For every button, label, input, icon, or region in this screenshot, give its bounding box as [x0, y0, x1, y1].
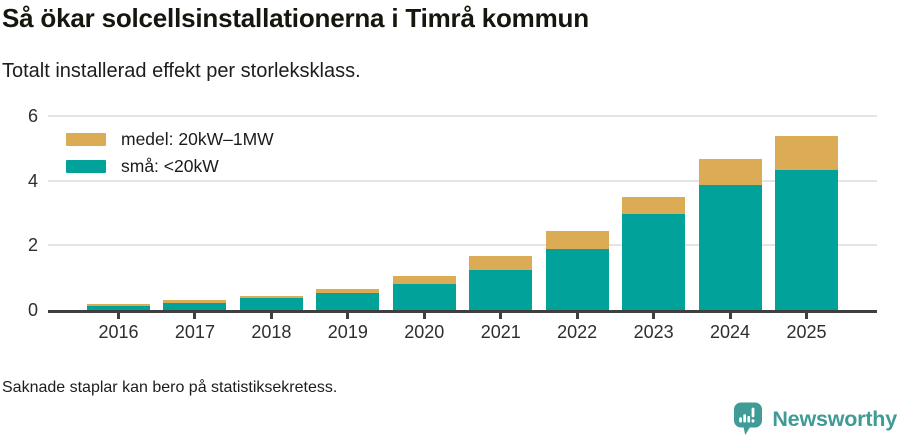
legend-item-medel: medel: 20kW–1MW — [66, 129, 274, 149]
legend-label-medel: medel: 20kW–1MW — [121, 129, 274, 149]
legend-label-sma: små: <20kW — [121, 156, 219, 176]
bar-segment-medel-2022 — [545, 230, 609, 249]
bar-segment-medel-2024 — [698, 159, 762, 186]
bar-segment-medel-2018 — [239, 296, 303, 299]
x-tick-mark — [575, 313, 579, 319]
x-tick-mark — [728, 313, 732, 319]
legend-item-sma: små: <20kW — [66, 156, 274, 176]
x-tick-mark — [422, 313, 426, 319]
x-tick-mark — [193, 313, 197, 319]
bar-segment-medel-2016 — [87, 304, 150, 306]
bar-segment-sma-2025 — [775, 170, 838, 310]
bar-segment-sma-2019 — [316, 293, 380, 310]
x-tick-mark — [117, 313, 120, 319]
y-tick-label: 2 — [27, 235, 38, 256]
x-tick-mark — [269, 313, 273, 319]
chart-subtitle: Totalt installerad effekt per storlekskl… — [2, 60, 361, 82]
x-axis-line — [48, 310, 877, 313]
x-tick-label-2018: 2018 — [251, 322, 292, 342]
y-axis: 0 2 4 6 — [0, 106, 38, 320]
newsworthy-logo: Newsworthy — [733, 401, 897, 437]
bar-segment-sma-2018 — [239, 298, 303, 310]
bar-segment-medel-2017 — [163, 300, 227, 303]
bar-segment-medel-2019 — [316, 288, 380, 294]
plot-area: medel: 20kW–1MW små: <20kW 2016 2017 2018 2… — [48, 115, 877, 342]
y-tick-label: 6 — [27, 106, 38, 126]
x-tick-label-2019: 2019 — [327, 322, 368, 342]
x-tick-label-2017: 2017 — [174, 322, 215, 342]
legend: medel: 20kW–1MW små: <20kW — [66, 129, 274, 176]
x-tick-label-2016: 2016 — [98, 322, 139, 342]
x-tick-label-2020: 2020 — [404, 322, 445, 342]
x-tick-label-2024: 2024 — [710, 322, 751, 342]
x-tick-mark — [499, 313, 503, 319]
bar-segment-sma-2021 — [469, 269, 533, 310]
bar-segment-sma-2017 — [163, 302, 227, 310]
gridline-2 — [48, 244, 877, 247]
bar-segment-sma-2020 — [392, 284, 456, 310]
legend-swatch-medel — [66, 133, 106, 146]
x-tick-mark — [346, 313, 350, 319]
bar-segment-sma-2024 — [698, 185, 762, 310]
bar-segment-medel-2025 — [775, 136, 838, 170]
bar-segment-sma-2016 — [87, 305, 150, 310]
bar-segment-medel-2021 — [469, 255, 533, 270]
y-tick-label: 0 — [27, 300, 38, 320]
newsworthy-wordmark: Newsworthy — [772, 406, 897, 431]
bar-segment-sma-2023 — [622, 213, 686, 310]
x-tick-label-2025: 2025 — [786, 322, 827, 342]
chart-title: Så ökar solcellsinstallationerna i Timrå… — [2, 3, 589, 33]
x-tick-label-2023: 2023 — [633, 322, 674, 342]
bar-segment-medel-2023 — [622, 197, 686, 214]
gridline-6 — [48, 115, 877, 117]
bar-segment-medel-2020 — [392, 275, 456, 285]
x-tick-label-2021: 2021 — [480, 322, 521, 342]
legend-swatch-sma — [66, 160, 106, 173]
x-tick-mark — [652, 313, 656, 319]
newsworthy-bubble-chart-icon — [734, 402, 763, 435]
footnote: Saknade staplar kan bero på statistiksek… — [2, 379, 338, 396]
x-tick-label-2022: 2022 — [557, 322, 598, 342]
bar-segment-sma-2022 — [545, 248, 609, 310]
x-tick-mark — [805, 313, 808, 319]
y-tick-label: 4 — [27, 170, 38, 191]
gridline-4 — [48, 179, 877, 182]
